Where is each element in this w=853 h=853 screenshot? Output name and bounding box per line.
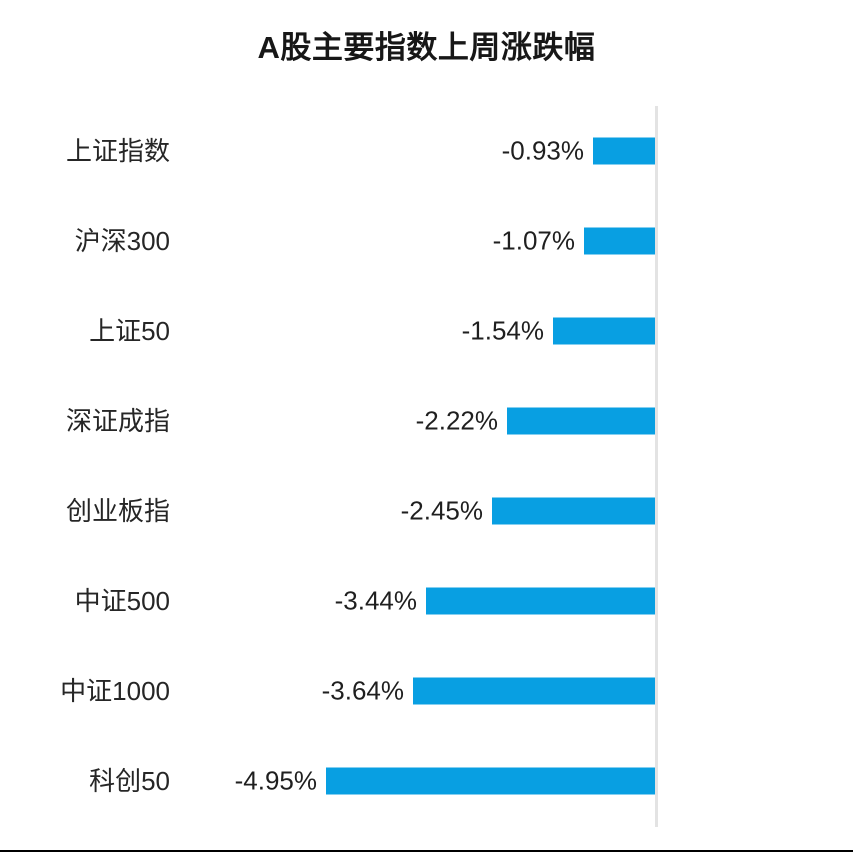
category-label: 上证指数 xyxy=(65,136,170,166)
chart-row: 深证成指 -2.22% xyxy=(0,376,853,466)
bar-group: -3.44% xyxy=(335,586,655,617)
chart-row: 沪深300 -1.07% xyxy=(0,196,853,286)
chart-row: 上证指数 -0.93% xyxy=(0,106,853,196)
chart-row: 科创50 -4.95% xyxy=(0,736,853,826)
bar xyxy=(492,497,655,525)
bar-group: -1.54% xyxy=(462,316,655,347)
bar-group: -1.07% xyxy=(493,226,655,257)
bar-value-label: -1.07% xyxy=(492,225,575,256)
bar-value-label: -3.44% xyxy=(334,585,417,616)
chart-row: 中证1000 -3.64% xyxy=(0,646,853,736)
bar-group: -3.64% xyxy=(322,676,655,707)
bar-group: -2.22% xyxy=(416,406,655,437)
bar-value-label: -4.95% xyxy=(234,765,317,796)
category-label: 创业板指 xyxy=(65,496,170,526)
chart-title: A股主要指数上周涨跌幅 xyxy=(257,30,596,65)
category-label: 中证500 xyxy=(74,586,170,616)
bar-group: -2.45% xyxy=(401,496,655,527)
category-label: 深证成指 xyxy=(65,406,170,436)
bar-value-label: -2.22% xyxy=(415,405,498,436)
baseline-axis-line xyxy=(655,106,658,827)
bar xyxy=(553,317,655,345)
category-label: 上证50 xyxy=(89,316,170,346)
bar-value-label: -0.93% xyxy=(501,135,584,166)
chart-row: 创业板指 -2.45% xyxy=(0,466,853,556)
bar xyxy=(326,767,655,795)
bar-value-label: -2.45% xyxy=(400,495,483,526)
chart-row: 中证500 -3.44% xyxy=(0,556,853,646)
category-label: 中证1000 xyxy=(60,676,170,706)
category-label: 科创50 xyxy=(89,766,170,796)
bar xyxy=(413,677,655,705)
bar-group: -4.95% xyxy=(235,766,655,797)
bar-value-label: -1.54% xyxy=(461,315,544,346)
bar xyxy=(593,137,655,165)
category-label: 沪深300 xyxy=(74,226,170,256)
bar xyxy=(507,407,655,435)
chart-row: 上证50 -1.54% xyxy=(0,286,853,376)
bar-group: -0.93% xyxy=(502,136,655,167)
bottom-border-line xyxy=(0,850,853,852)
bar xyxy=(426,587,655,615)
bar-value-label: -3.64% xyxy=(321,675,404,706)
bar xyxy=(584,227,655,255)
